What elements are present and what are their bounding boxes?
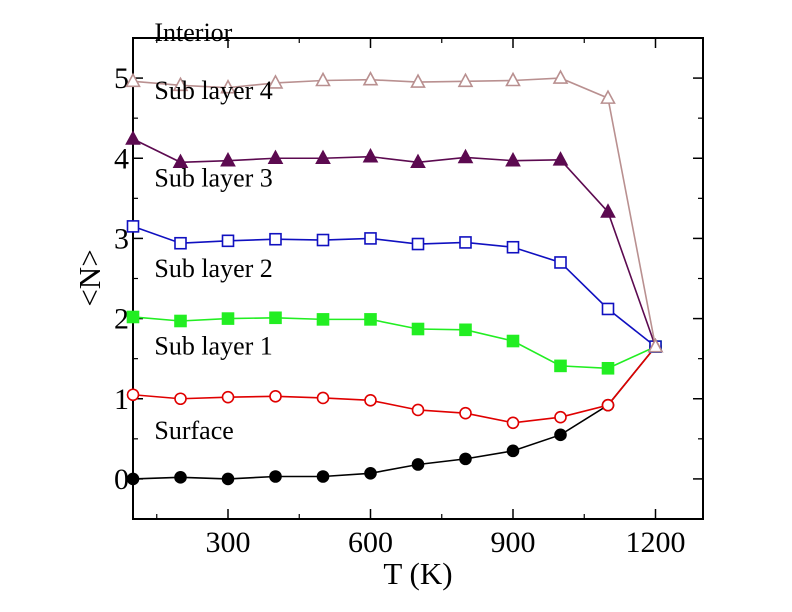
data-point xyxy=(125,72,141,88)
data-point xyxy=(267,74,284,89)
data-point xyxy=(552,69,569,84)
data-point xyxy=(554,359,567,373)
data-point xyxy=(552,151,569,166)
x-tick-label: 600 xyxy=(348,526,393,559)
series-line xyxy=(132,346,657,480)
data-point xyxy=(172,76,189,92)
data-point xyxy=(457,148,474,164)
data-point xyxy=(411,322,425,336)
data-point xyxy=(126,388,140,402)
data-point xyxy=(601,302,615,316)
x-tick-label: 1200 xyxy=(626,526,686,559)
data-point xyxy=(459,406,472,420)
data-point xyxy=(554,256,567,269)
data-point xyxy=(174,236,187,250)
data-point xyxy=(220,79,236,94)
data-point xyxy=(647,337,664,353)
data-point xyxy=(316,313,330,326)
data-point xyxy=(269,232,282,246)
data-point xyxy=(172,153,189,169)
data-point xyxy=(269,470,282,483)
data-point xyxy=(411,458,425,471)
data-point xyxy=(316,233,330,247)
data-point xyxy=(125,130,141,145)
data-point xyxy=(126,220,140,233)
series-line xyxy=(132,225,656,348)
data-point xyxy=(362,71,379,86)
series-line xyxy=(132,346,657,424)
data-point xyxy=(600,203,616,218)
data-point xyxy=(410,73,426,88)
data-point xyxy=(505,151,521,167)
data-point xyxy=(554,428,567,442)
data-point xyxy=(269,311,282,325)
data-point xyxy=(410,153,426,169)
y-tick-label: 4 xyxy=(114,142,129,175)
series-label: Sub layer 1 xyxy=(154,332,272,361)
data-point xyxy=(411,237,425,251)
series-interior xyxy=(125,69,664,353)
data-point xyxy=(601,398,615,412)
data-point xyxy=(174,471,187,484)
data-point xyxy=(315,71,331,87)
data-point xyxy=(506,240,520,254)
data-point xyxy=(267,149,284,165)
data-point xyxy=(126,472,140,486)
y-axis-title: <N> xyxy=(72,249,107,306)
data-point xyxy=(221,312,235,325)
data-point xyxy=(506,334,520,348)
series-line xyxy=(132,77,657,347)
data-point xyxy=(221,472,235,486)
axis-tick-labels: 300 600 900 1200 0 1 2 3 4 5 xyxy=(114,62,686,559)
series-label: Interior xyxy=(154,18,232,47)
series-layer xyxy=(125,69,664,486)
data-point xyxy=(220,151,236,167)
data-point xyxy=(554,410,567,424)
data-point xyxy=(600,89,616,104)
series-label: Sub layer 3 xyxy=(154,163,272,192)
data-point xyxy=(457,72,474,88)
data-point xyxy=(126,310,140,324)
data-point xyxy=(362,147,379,163)
data-point xyxy=(316,470,330,483)
data-point xyxy=(221,390,235,404)
data-point xyxy=(411,403,425,417)
y-tick-label: 2 xyxy=(114,303,129,336)
data-point xyxy=(364,232,377,245)
data-point xyxy=(364,467,377,480)
data-point xyxy=(221,234,235,248)
data-point xyxy=(316,391,330,405)
y-tick-label: 3 xyxy=(114,222,129,255)
data-point xyxy=(174,314,187,328)
series-label: Sub layer 4 xyxy=(154,76,272,105)
y-tick-label: 5 xyxy=(114,62,129,95)
y-tick-label: 1 xyxy=(114,383,129,416)
data-point xyxy=(506,444,520,458)
series-label: Sub layer 2 xyxy=(154,254,272,283)
series-labels: Surface Sub layer 1 Sub layer 2 Sub layer 3… xyxy=(154,18,272,445)
x-tick-label: 300 xyxy=(206,526,251,559)
data-point xyxy=(459,236,472,249)
data-point xyxy=(364,394,377,407)
y-tick-label: 0 xyxy=(114,463,129,496)
data-point xyxy=(505,71,521,87)
data-point xyxy=(506,416,520,430)
data-point xyxy=(269,390,282,403)
series-line xyxy=(132,316,656,370)
series-line xyxy=(132,138,657,347)
series-label: Surface xyxy=(154,416,233,445)
data-point xyxy=(601,361,615,375)
x-tick-label: 900 xyxy=(491,526,536,559)
data-point xyxy=(315,149,331,165)
data-point xyxy=(459,323,472,337)
x-axis-title: T (K) xyxy=(383,556,452,591)
data-point xyxy=(459,452,472,466)
data-point xyxy=(364,313,377,326)
data-point xyxy=(174,392,187,406)
series-sub-layer-3 xyxy=(126,220,662,353)
